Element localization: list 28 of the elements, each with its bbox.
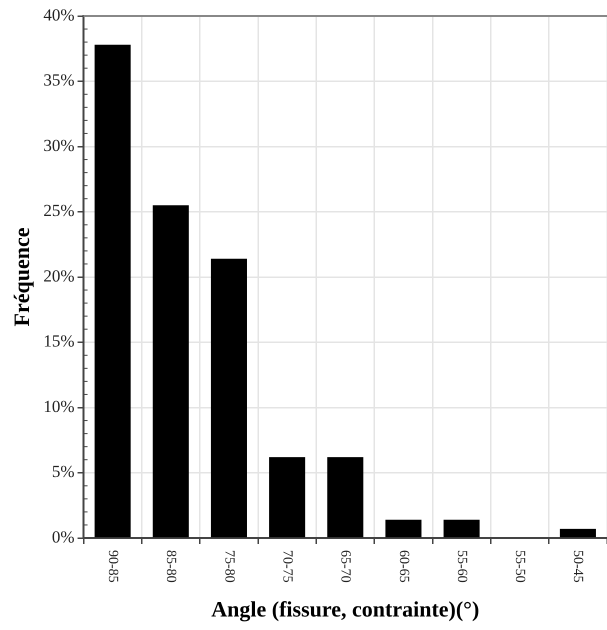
y-tick-label: 10%	[43, 396, 75, 416]
y-tick-label: 5%	[52, 462, 75, 482]
y-tick-label: 20%	[43, 266, 75, 286]
bar	[94, 44, 131, 538]
y-tick-label: 30%	[43, 136, 75, 155]
y-axis-title: Fréquence	[8, 227, 34, 326]
x-tick-label: 90-85	[104, 550, 120, 583]
x-tick-label: 55-60	[454, 550, 469, 583]
y-tick-label: 15%	[43, 332, 75, 351]
bar	[327, 457, 364, 538]
x-tick-label: 50-45	[570, 550, 586, 583]
x-tick-label: 55-50	[512, 550, 528, 583]
x-tick-label: 75-80	[221, 550, 236, 583]
bar	[385, 520, 422, 538]
x-tick-label: 85-80	[163, 550, 178, 583]
x-axis-title: Angle (fissure, contrainte)(°)	[211, 596, 480, 622]
bar	[152, 205, 189, 538]
y-tick-label: 25%	[43, 201, 75, 220]
x-tick-label: 65-70	[338, 550, 353, 583]
x-tick-label: 60-65	[396, 550, 411, 583]
bar	[444, 520, 480, 538]
y-tick-label: 40%	[43, 5, 75, 24]
bar	[560, 528, 596, 538]
bar	[269, 457, 306, 538]
bar	[210, 258, 247, 538]
y-tick-label: 0%	[52, 527, 75, 546]
x-tick-label: 70-75	[279, 550, 294, 583]
y-tick-label: 35%	[43, 70, 75, 90]
